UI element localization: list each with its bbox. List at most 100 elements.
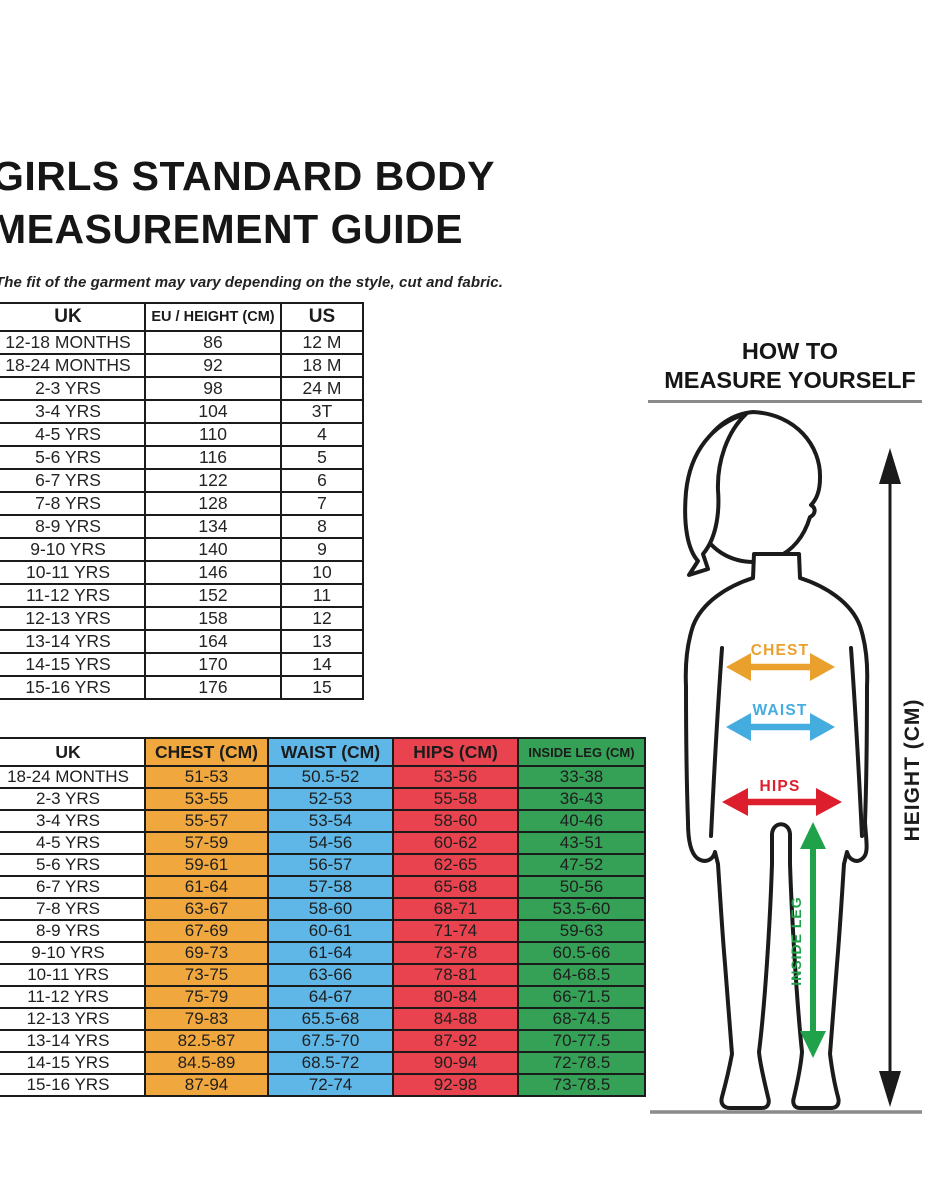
- table-cell: 67-69: [144, 919, 269, 943]
- table-cell: 8-9 YRS: [0, 919, 146, 943]
- table-cell: 59-63: [517, 919, 646, 943]
- chest-arrow: [726, 653, 835, 681]
- table-cell: 84-88: [392, 1007, 519, 1031]
- table-cell: 72-74: [267, 1073, 394, 1097]
- table-cell: 5-6 YRS: [0, 445, 146, 470]
- table-cell: 79-83: [144, 1007, 269, 1031]
- table-cell: 56-57: [267, 853, 394, 877]
- table-cell: 3-4 YRS: [0, 809, 146, 833]
- table-cell: 146: [144, 560, 282, 585]
- table-cell: 6-7 YRS: [0, 875, 146, 899]
- fit-disclaimer: The fit of the garment may vary dependin…: [0, 274, 504, 291]
- table-cell: 90-94: [392, 1051, 519, 1075]
- table-cell: 87-94: [144, 1073, 269, 1097]
- measurement-figure: CHEST WAIST HIPS INSIDE LEG HEIGHT (CM): [650, 410, 924, 1114]
- table-cell: 58-60: [267, 897, 394, 921]
- table-cell: 18-24 MONTHS: [0, 353, 146, 378]
- table-cell: 116: [144, 445, 282, 470]
- page-title: GIRLS STANDARD BODY MEASUREMENT GUIDE: [0, 150, 495, 256]
- table-cell: 50-56: [517, 875, 646, 899]
- table-cell: 40-46: [517, 809, 646, 833]
- height-label: HEIGHT (CM): [901, 699, 924, 842]
- table-cell: 68-71: [392, 897, 519, 921]
- table-row: 11-12 YRS 75-79 64-67 80-84 66-71.5: [0, 985, 646, 1009]
- table-row: 5-6 YRS 116 5: [0, 445, 364, 470]
- table-cell: 12 M: [280, 330, 364, 355]
- table-cell: 43-51: [517, 831, 646, 855]
- table-cell: 53-56: [392, 765, 519, 789]
- table-row: 3-4 YRS 55-57 53-54 58-60 40-46: [0, 809, 646, 833]
- table-cell: 92-98: [392, 1073, 519, 1097]
- table-cell: 11-12 YRS: [0, 985, 146, 1009]
- table-cell: 14: [280, 652, 364, 677]
- table-row: 15-16 YRS 87-94 72-74 92-98 73-78.5: [0, 1073, 646, 1097]
- table-cell: 55-57: [144, 809, 269, 833]
- table-cell: 92: [144, 353, 282, 378]
- table-cell: 6: [280, 468, 364, 493]
- table-row: 9-10 YRS 69-73 61-64 73-78 60.5-66: [0, 941, 646, 965]
- table-cell: 170: [144, 652, 282, 677]
- table-row: 6-7 YRS 61-64 57-58 65-68 50-56: [0, 875, 646, 899]
- table-cell: 61-64: [267, 941, 394, 965]
- body-table-body: 18-24 MONTHS 51-53 50.5-52 53-56 33-38 2-3 YR…: [0, 765, 646, 1097]
- table-cell: 71-74: [392, 919, 519, 943]
- table-cell: 2-3 YRS: [0, 787, 146, 811]
- table-cell: 87-92: [392, 1029, 519, 1053]
- table-cell: 64-68.5: [517, 963, 646, 987]
- table-cell: 60.5-66: [517, 941, 646, 965]
- column-header: CHEST (CM): [144, 737, 269, 767]
- body-table-header-row: UK CHEST (CM) WAIST (CM) HIPS (CM) INSIDE LE…: [0, 737, 646, 767]
- column-header: UK: [0, 302, 146, 332]
- table-cell: 36-43: [517, 787, 646, 811]
- table-row: 13-14 YRS 164 13: [0, 629, 364, 654]
- table-cell: 64-67: [267, 985, 394, 1009]
- hips-label: HIPS: [760, 778, 801, 795]
- table-cell: 158: [144, 606, 282, 631]
- table-row: 15-16 YRS 176 15: [0, 675, 364, 700]
- table-cell: 9: [280, 537, 364, 562]
- chest-label: CHEST: [751, 642, 810, 659]
- table-cell: 2-3 YRS: [0, 376, 146, 401]
- table-cell: 60-61: [267, 919, 394, 943]
- table-cell: 110: [144, 422, 282, 447]
- left-arm-line: [709, 646, 724, 838]
- table-cell: 4: [280, 422, 364, 447]
- page-title-line1: GIRLS STANDARD BODY: [0, 153, 496, 199]
- table-cell: 5: [280, 445, 364, 470]
- table-cell: 18 M: [280, 353, 364, 378]
- column-header: US: [280, 302, 364, 332]
- table-cell: 78-81: [392, 963, 519, 987]
- table-cell: 82.5-87: [144, 1029, 269, 1053]
- table-row: 2-3 YRS 98 24 M: [0, 376, 364, 401]
- table-row: 6-7 YRS 122 6: [0, 468, 364, 493]
- table-cell: 65-68: [392, 875, 519, 899]
- table-row: 18-24 MONTHS 51-53 50.5-52 53-56 33-38: [0, 765, 646, 789]
- table-row: 5-6 YRS 59-61 56-57 62-65 47-52: [0, 853, 646, 877]
- ponytail: [683, 412, 748, 577]
- table-cell: 122: [144, 468, 282, 493]
- table-cell: 24 M: [280, 376, 364, 401]
- waist-arrow: [726, 713, 835, 741]
- right-arm-line: [849, 646, 864, 838]
- table-cell: 72-78.5: [517, 1051, 646, 1075]
- hips-arrow: [722, 788, 842, 816]
- table-cell: 10: [280, 560, 364, 585]
- table-cell: 11-12 YRS: [0, 583, 146, 608]
- table-cell: 65.5-68: [267, 1007, 394, 1031]
- table-row: 8-9 YRS 134 8: [0, 514, 364, 539]
- table-cell: 3-4 YRS: [0, 399, 146, 424]
- table-cell: 128: [144, 491, 282, 516]
- table-cell: 8: [280, 514, 364, 539]
- table-cell: 53-54: [267, 809, 394, 833]
- table-cell: 73-78: [392, 941, 519, 965]
- table-cell: 66-71.5: [517, 985, 646, 1009]
- table-cell: 73-78.5: [517, 1073, 646, 1097]
- table-cell: 69-73: [144, 941, 269, 965]
- measure-heading-line1: HOW TO: [741, 338, 839, 364]
- table-cell: 7: [280, 491, 364, 516]
- table-cell: 9-10 YRS: [0, 537, 146, 562]
- table-cell: 51-53: [144, 765, 269, 789]
- table-cell: 15-16 YRS: [0, 675, 146, 700]
- table-cell: 60-62: [392, 831, 519, 855]
